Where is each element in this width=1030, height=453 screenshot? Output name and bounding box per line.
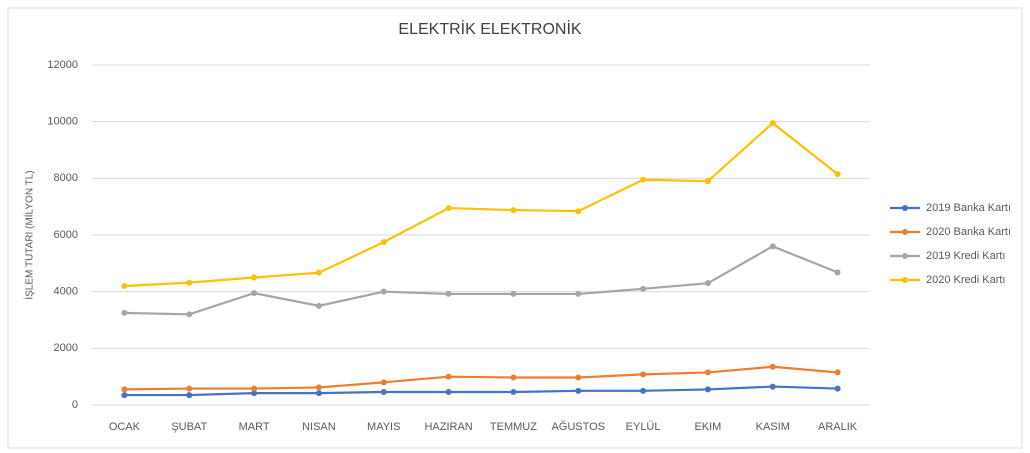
point — [380, 288, 387, 295]
point — [575, 387, 582, 394]
x-tick-label: NISAN — [302, 421, 336, 433]
point — [380, 388, 387, 395]
point — [640, 285, 647, 292]
legend-label: 2020 Kredi Kartı — [926, 274, 1006, 286]
series-line — [124, 245, 838, 316]
point — [769, 363, 776, 370]
x-tick-label: ŞUBAT — [171, 421, 207, 433]
point — [251, 385, 258, 392]
x-tick-label: TEMMUZ — [490, 421, 537, 433]
legend-marker — [902, 277, 908, 283]
legend-label: 2019 Kredi Kartı — [926, 250, 1006, 262]
point — [834, 369, 841, 376]
point — [640, 176, 647, 183]
x-tick-label: EKIM — [694, 421, 721, 433]
legend-label: 2020 Banka Kartı — [926, 226, 1011, 238]
y-tick-label: 10000 — [47, 116, 78, 128]
point — [769, 120, 776, 127]
chart-title: ELEKTRİK ELEKTRONİK — [398, 19, 581, 38]
legend-marker — [902, 253, 908, 259]
point — [121, 309, 128, 316]
point — [640, 387, 647, 394]
legend-label: 2019 Banka Kartı — [926, 202, 1011, 214]
y-tick-label: 4000 — [54, 286, 78, 298]
point — [315, 269, 322, 276]
y-tick-label: 12000 — [47, 59, 78, 71]
y-tick-label: 6000 — [54, 229, 78, 241]
x-tick-label: MAYIS — [367, 421, 400, 433]
point — [445, 290, 452, 297]
y-tick-label: 2000 — [54, 342, 78, 354]
point — [575, 290, 582, 297]
point — [251, 390, 258, 397]
point — [121, 392, 128, 399]
point — [315, 390, 322, 397]
point — [704, 386, 711, 393]
point — [834, 385, 841, 392]
legend-marker — [902, 229, 908, 235]
x-tick-label: HAZIRAN — [424, 421, 472, 433]
y-tick-label: 8000 — [54, 172, 78, 184]
series-line — [124, 121, 839, 288]
point — [510, 374, 517, 381]
point — [510, 290, 517, 297]
point — [575, 374, 582, 381]
point — [186, 385, 193, 392]
point — [251, 274, 258, 281]
point — [510, 388, 517, 395]
point — [834, 171, 841, 178]
point — [704, 280, 711, 287]
point — [186, 279, 193, 286]
x-tick-label: AĞUSTOS — [551, 420, 605, 433]
x-tick-label: KASIM — [756, 421, 790, 433]
point — [769, 383, 776, 390]
point — [315, 384, 322, 391]
point — [251, 290, 258, 297]
point — [380, 379, 387, 386]
x-tick-label: ARALIK — [818, 421, 858, 433]
point — [380, 239, 387, 246]
point — [575, 208, 582, 215]
point — [704, 178, 711, 185]
point — [315, 302, 322, 309]
x-tick-label: EYLÜL — [626, 421, 661, 433]
y-tick-label: 0 — [72, 399, 78, 411]
x-tick-label: MART — [239, 421, 270, 433]
point — [769, 243, 776, 250]
chart-border — [7, 7, 1023, 449]
point — [704, 369, 711, 376]
y-axis-label: İŞLEM TUTARI (MİLYON TL) — [23, 170, 36, 299]
x-tick-label: OCAK — [109, 421, 141, 433]
point — [186, 311, 193, 318]
point — [121, 283, 128, 289]
point — [445, 205, 452, 212]
point — [510, 207, 517, 214]
point — [186, 392, 193, 399]
point — [640, 371, 647, 378]
series-line — [124, 365, 838, 391]
point — [121, 386, 128, 393]
series-line — [124, 385, 838, 397]
point — [834, 269, 841, 276]
legend-marker — [902, 205, 908, 211]
point — [445, 388, 452, 395]
point — [445, 373, 452, 380]
